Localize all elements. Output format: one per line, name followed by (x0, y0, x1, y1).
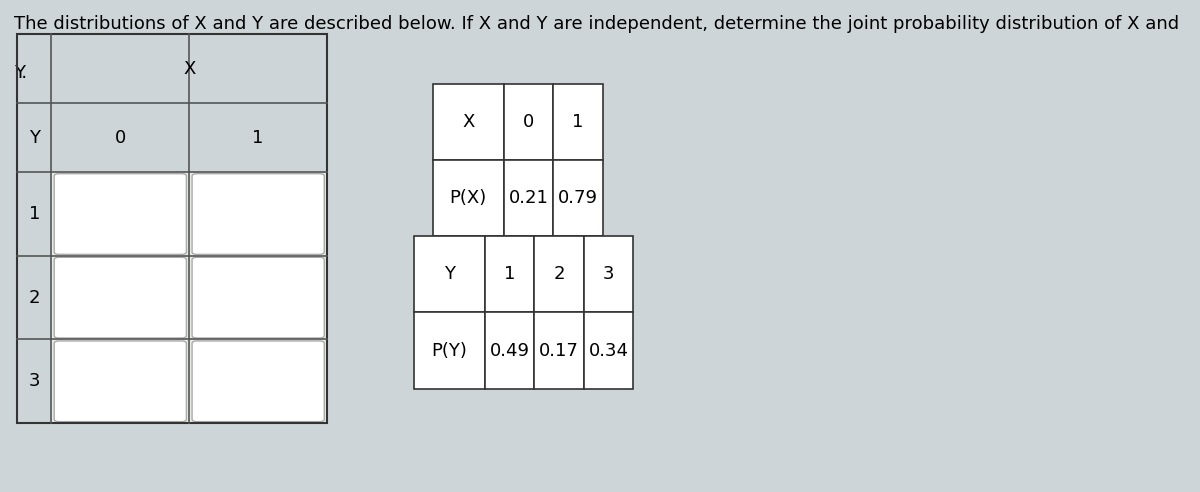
FancyBboxPatch shape (54, 174, 186, 254)
Text: X: X (462, 113, 474, 131)
Text: Y.: Y. (14, 64, 28, 82)
Bar (52, 339, 190, 423)
Text: The distributions of X and Y are described below. If X and Y are independent, de: The distributions of X and Y are describ… (14, 15, 1180, 33)
Bar (534, 312, 584, 389)
Text: 0.79: 0.79 (558, 189, 598, 207)
Bar (52, 172, 190, 256)
Text: 1: 1 (29, 205, 40, 223)
Bar (534, 236, 584, 312)
Text: 0.17: 0.17 (539, 341, 580, 360)
Bar (433, 84, 504, 160)
Text: 0: 0 (115, 129, 126, 147)
FancyBboxPatch shape (192, 341, 324, 422)
Text: Y: Y (29, 129, 40, 147)
Bar (553, 160, 602, 236)
Bar (504, 160, 553, 236)
Bar (584, 236, 634, 312)
Bar (414, 312, 485, 389)
Bar (52, 103, 190, 172)
FancyBboxPatch shape (54, 257, 186, 338)
Text: P(Y): P(Y) (431, 341, 467, 360)
Bar (584, 312, 634, 389)
Bar (414, 236, 485, 312)
Text: 3: 3 (29, 372, 40, 390)
Bar (485, 236, 534, 312)
Text: 0.21: 0.21 (509, 189, 548, 207)
Bar (52, 34, 190, 103)
Text: 0: 0 (523, 113, 534, 131)
Bar (17, 172, 52, 256)
FancyBboxPatch shape (54, 341, 186, 422)
Bar (52, 256, 190, 339)
Text: P(X): P(X) (450, 189, 487, 207)
Bar (190, 34, 328, 103)
Text: 2: 2 (29, 289, 40, 307)
Bar (190, 103, 328, 172)
Text: 1: 1 (252, 129, 264, 147)
FancyBboxPatch shape (192, 257, 324, 338)
Text: 1: 1 (504, 265, 515, 283)
Text: 2: 2 (553, 265, 565, 283)
Bar (485, 312, 534, 389)
Bar (190, 256, 328, 339)
Text: 0.49: 0.49 (490, 341, 529, 360)
Text: Y: Y (444, 265, 455, 283)
Bar (17, 34, 328, 423)
Text: X: X (184, 60, 196, 78)
Bar (504, 84, 553, 160)
Text: 3: 3 (602, 265, 614, 283)
Bar (553, 84, 602, 160)
Bar (190, 339, 328, 423)
Text: 1: 1 (572, 113, 584, 131)
Bar (433, 160, 504, 236)
Bar (17, 103, 52, 172)
Bar (17, 256, 52, 339)
Bar (17, 339, 52, 423)
Bar (17, 34, 52, 103)
FancyBboxPatch shape (192, 174, 324, 254)
Text: 0.34: 0.34 (588, 341, 629, 360)
Bar (190, 172, 328, 256)
